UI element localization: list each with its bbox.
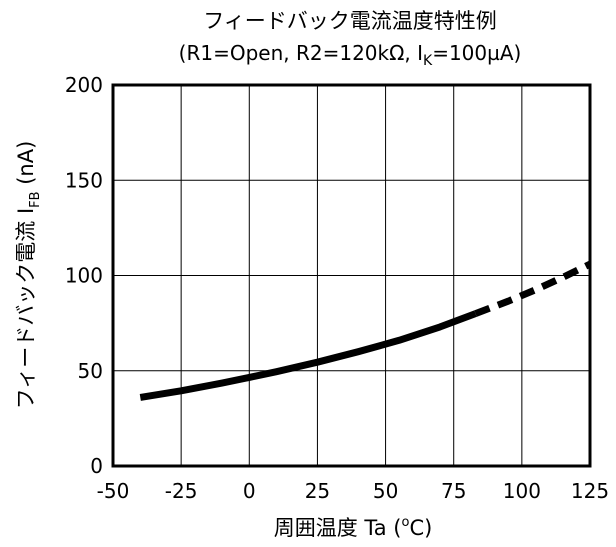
plot-frame [111, 83, 592, 468]
subtitle-subscript: K [423, 53, 433, 69]
series-line-dashed [474, 260, 592, 317]
y-tick-label: 0 [90, 454, 103, 478]
ylabel-main: フィードバック電流 I [14, 208, 38, 409]
series-line-solid [139, 310, 477, 401]
x-tick-label: -25 [165, 479, 198, 503]
series-layer [139, 260, 592, 401]
y-tick-label: 200 [65, 73, 103, 97]
xlabel-suffix: C) [409, 516, 432, 540]
x-tick-label: 100 [503, 479, 541, 503]
x-tick-label: 0 [243, 479, 256, 503]
x-tick-label: 25 [305, 479, 330, 503]
y-tick-label: 100 [65, 264, 103, 288]
x-tick-label: 125 [571, 479, 609, 503]
y-tick-label: 50 [78, 359, 103, 383]
y-axis-label: フィードバック電流 IFB (nA) [14, 141, 43, 410]
y-tick-labels: 0 50 100 150 200 [65, 73, 103, 478]
x-axis-label: 周囲温度 Ta (oC) [274, 515, 433, 540]
xlabel-main: 周囲温度 Ta ( [274, 516, 402, 540]
x-tick-labels: -50 -25 0 25 50 75 100 125 [97, 479, 609, 503]
xlabel-superscript: o [401, 515, 409, 530]
chart-title: フィードバック電流温度特性例 [203, 9, 497, 33]
y-tick-label: 150 [65, 168, 103, 192]
ylabel-suffix: (nA) [14, 141, 38, 192]
grid [112, 84, 591, 467]
subtitle-suffix: =100µA) [432, 41, 521, 65]
ylabel-subscript: FB [28, 191, 43, 207]
x-tick-label: -50 [97, 479, 130, 503]
x-tick-label: 75 [441, 479, 466, 503]
chart-subtitle: (R1=Open, R2=120kΩ, IK=100µA) [179, 41, 522, 69]
subtitle-prefix: (R1=Open, R2=120kΩ, I [179, 41, 423, 65]
x-tick-label: 50 [373, 479, 398, 503]
